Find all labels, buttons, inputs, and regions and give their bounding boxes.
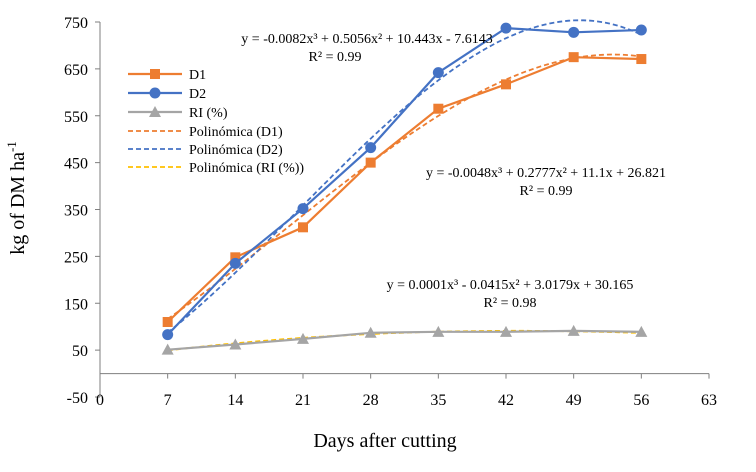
legend-item-poly-ri: Polinómica (RI (%)) (128, 161, 304, 176)
data-point-ri (432, 325, 445, 337)
data-point-d2 (229, 257, 241, 269)
legend-marker-d1 (150, 69, 160, 79)
equation-ri-r2: R² = 0.98 (484, 296, 537, 311)
data-point-ri (500, 325, 512, 337)
x-tick-label: 21 (295, 392, 311, 409)
legend-label-poly-d2: Polinómica (D2) (189, 143, 283, 158)
data-point-d1 (298, 222, 308, 233)
legend-item-d2: D2 (128, 87, 206, 102)
legend-label-poly-ri: Polinómica (RI (%)) (189, 161, 304, 176)
legend-label-poly-d1: Polinómica (D1) (189, 125, 283, 140)
legend-item-ri: RI (%) (128, 106, 228, 121)
y-tick-label: 450 (64, 156, 88, 173)
data-point-d2 (162, 329, 174, 341)
data-point-ri (161, 343, 174, 355)
equation-ri: y = 0.0001x³ - 0.0415x² + 3.0179x + 30.1… (387, 278, 634, 311)
x-tick-label: 35 (430, 392, 446, 409)
data-point-d1 (230, 252, 241, 263)
axes (95, 21, 710, 398)
series (161, 22, 648, 355)
x-axis-title: Days after cutting (313, 430, 456, 452)
data-point-d1 (501, 79, 511, 90)
series-line-2 (167, 329, 642, 351)
data-point-d2 (297, 203, 309, 215)
data-point-ri (635, 325, 648, 337)
x-tick-label: 14 (227, 392, 243, 409)
x-tick-label: 56 (633, 392, 649, 409)
x-tick-label: 7 (164, 392, 172, 409)
trendline-1 (167, 19, 642, 334)
series-line-1 (166, 26, 642, 336)
data-point-ri (567, 324, 580, 336)
data-point-d1 (162, 317, 173, 327)
legend-item-poly-d2: Polinómica (D2) (128, 143, 283, 158)
data-point-d2 (365, 142, 377, 154)
x-tick-label: 0 (96, 392, 104, 409)
data-point-d1 (568, 52, 579, 63)
data-point-d2 (432, 67, 444, 79)
legend-item-d1: D1 (128, 68, 206, 83)
data-point-d2 (568, 26, 580, 38)
equation-d2-formula: y = -0.0082x³ + 0.5056x² + 10.443x - 7.6… (241, 32, 492, 47)
y-tick-label: -50 (67, 390, 88, 407)
y-tick-label: 150 (64, 296, 88, 313)
legend-marker-d2 (149, 87, 161, 99)
equation-d1-formula: y = -0.0048x³ + 0.2777x² + 11.1x + 26.82… (426, 166, 666, 181)
y-tick-label: 250 (64, 249, 88, 266)
data-point-d1 (365, 157, 376, 168)
legend: D1 D2 RI (%) Polinómica (D1) Polinómica … (128, 68, 304, 176)
data-point-ri (297, 332, 309, 344)
data-point-d2 (500, 22, 512, 34)
y-tick-label: 650 (64, 62, 88, 79)
data-point-ri (364, 326, 377, 338)
y-tick-label: 350 (64, 203, 88, 220)
x-tick-label: 42 (498, 392, 514, 409)
legend-label-d1: D1 (189, 68, 206, 83)
y-tick-label: 750 (64, 15, 88, 32)
x-tick-label: 28 (363, 392, 379, 409)
y-tick-label: 550 (64, 109, 88, 126)
data-point-ri (229, 338, 242, 350)
legend-label-ri: RI (%) (189, 106, 228, 121)
equation-d1: y = -0.0048x³ + 0.2777x² + 11.1x + 26.82… (426, 166, 666, 199)
equation-d2: y = -0.0082x³ + 0.5056x² + 10.443x - 7.6… (241, 32, 492, 65)
equation-ri-formula: y = 0.0001x³ - 0.0415x² + 3.0179x + 30.1… (387, 278, 634, 293)
tick-labels: -50 50 150 250 350 450 550 650 750 0 7 14 21 28 35 42 49… (64, 15, 717, 409)
data-point-d2 (635, 24, 647, 36)
data-point-d1 (636, 54, 647, 65)
x-tick-label: 63 (701, 392, 717, 409)
legend-item-poly-d1: Polinómica (D1) (128, 125, 283, 140)
data-point-d1 (433, 103, 444, 114)
legend-label-d2: D2 (189, 87, 206, 102)
legend-marker-ri (149, 106, 161, 117)
equation-d1-r2: R² = 0.99 (520, 184, 573, 199)
y-tick-label: 50 (72, 343, 88, 360)
series-line-0 (166, 56, 642, 323)
y-axis-title: kg of DM ha-1 (4, 141, 29, 255)
x-tick-label: 49 (566, 392, 582, 409)
equation-d2-r2: R² = 0.99 (309, 50, 362, 65)
